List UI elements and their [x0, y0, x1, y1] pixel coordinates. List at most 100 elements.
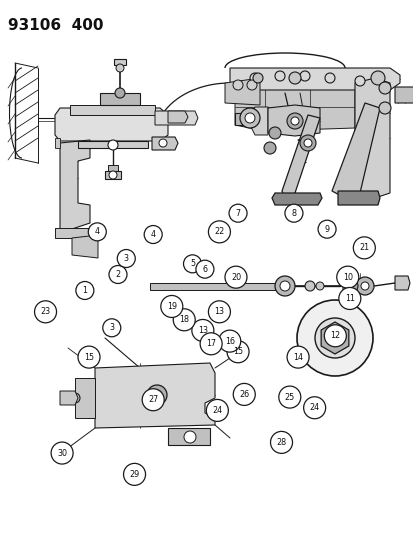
Circle shape [270, 431, 292, 454]
Polygon shape [354, 78, 389, 198]
Circle shape [296, 300, 372, 376]
Text: 29: 29 [129, 470, 139, 479]
Text: 19: 19 [166, 302, 176, 311]
Circle shape [345, 280, 357, 292]
Circle shape [303, 139, 311, 147]
Circle shape [102, 319, 121, 337]
Polygon shape [267, 105, 319, 136]
Polygon shape [271, 193, 321, 205]
Circle shape [173, 309, 195, 331]
Text: 5: 5 [190, 260, 195, 268]
Circle shape [228, 204, 247, 222]
Polygon shape [100, 93, 140, 105]
Circle shape [263, 142, 275, 154]
Circle shape [304, 281, 314, 291]
Text: 14: 14 [292, 353, 302, 361]
Circle shape [299, 135, 315, 151]
Circle shape [109, 171, 117, 179]
Polygon shape [55, 108, 168, 141]
Polygon shape [105, 171, 121, 179]
Polygon shape [224, 78, 259, 105]
Text: 21: 21 [358, 244, 368, 252]
Text: 2: 2 [115, 270, 120, 279]
Circle shape [279, 281, 289, 291]
Circle shape [354, 76, 364, 86]
Polygon shape [70, 105, 154, 115]
Polygon shape [320, 322, 348, 354]
Circle shape [268, 127, 280, 139]
Text: 13: 13 [214, 308, 224, 316]
Circle shape [88, 223, 106, 241]
Circle shape [199, 333, 222, 355]
Text: 11: 11 [344, 294, 354, 303]
Circle shape [123, 463, 145, 486]
Circle shape [286, 113, 302, 129]
Text: 1: 1 [82, 286, 87, 295]
Text: 93106  400: 93106 400 [8, 18, 103, 33]
Circle shape [240, 108, 259, 128]
Text: 25: 25 [284, 393, 294, 401]
Text: 9: 9 [324, 225, 329, 233]
Text: 3: 3 [123, 254, 128, 263]
Polygon shape [60, 391, 78, 405]
Text: 12: 12 [330, 332, 339, 340]
Text: 24: 24 [212, 406, 222, 415]
Text: 4: 4 [95, 228, 100, 236]
Polygon shape [72, 235, 98, 258]
Circle shape [284, 204, 302, 222]
Polygon shape [281, 115, 319, 198]
Text: 10: 10 [342, 273, 352, 281]
Text: 18: 18 [179, 316, 189, 324]
Circle shape [317, 220, 335, 238]
Text: 17: 17 [206, 340, 216, 348]
Circle shape [352, 237, 375, 259]
Circle shape [226, 341, 249, 363]
Polygon shape [152, 137, 178, 150]
Circle shape [76, 281, 94, 300]
Circle shape [183, 431, 195, 443]
Circle shape [116, 64, 124, 72]
Circle shape [109, 265, 127, 284]
Circle shape [233, 80, 242, 90]
Polygon shape [168, 428, 209, 445]
Circle shape [115, 88, 125, 98]
Text: 28: 28 [276, 438, 286, 447]
Circle shape [360, 282, 368, 290]
Text: 8: 8 [291, 209, 296, 217]
Circle shape [323, 325, 346, 347]
Polygon shape [337, 191, 379, 205]
Text: 6: 6 [202, 265, 207, 273]
Polygon shape [168, 111, 188, 123]
Circle shape [274, 71, 284, 81]
Circle shape [183, 255, 201, 273]
Polygon shape [154, 111, 197, 125]
Circle shape [314, 318, 354, 358]
Polygon shape [342, 280, 361, 292]
Circle shape [144, 225, 162, 244]
Circle shape [378, 102, 390, 114]
Circle shape [117, 249, 135, 268]
Circle shape [152, 390, 161, 400]
Circle shape [252, 73, 262, 83]
Text: 13: 13 [197, 326, 207, 335]
Polygon shape [230, 68, 399, 90]
Circle shape [327, 331, 341, 345]
Text: 7: 7 [235, 209, 240, 217]
Circle shape [108, 140, 118, 150]
Circle shape [355, 277, 373, 295]
Polygon shape [78, 141, 147, 148]
Circle shape [290, 117, 298, 125]
Circle shape [51, 442, 73, 464]
Circle shape [70, 393, 80, 403]
Text: 3: 3 [109, 324, 114, 332]
Text: 22: 22 [214, 228, 224, 236]
Text: 27: 27 [148, 395, 158, 404]
Circle shape [303, 397, 325, 419]
Polygon shape [114, 59, 126, 65]
Circle shape [206, 399, 228, 422]
Circle shape [278, 386, 300, 408]
Circle shape [286, 346, 309, 368]
Text: 4: 4 [150, 230, 155, 239]
Circle shape [299, 71, 309, 81]
Text: 20: 20 [230, 273, 240, 281]
